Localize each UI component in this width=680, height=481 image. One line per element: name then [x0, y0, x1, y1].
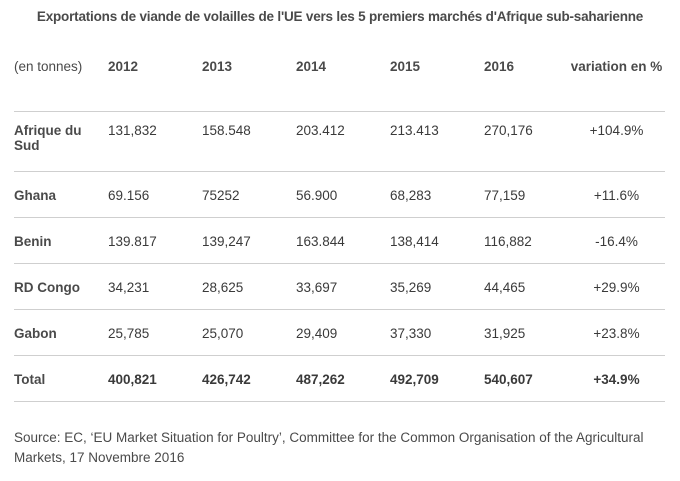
table-row: Afrique du Sud 131,832 158.548 203.412 2…: [14, 110, 665, 171]
cell-2012: 25,785: [108, 308, 202, 355]
cell-variation: +34.9%: [568, 354, 665, 402]
cell-2013: 75252: [202, 170, 296, 217]
cell-2013: 25,070: [202, 308, 296, 355]
cell-2012: 400,821: [108, 354, 202, 402]
total-row: Total 400,821 426,742 487,262 492,709 54…: [14, 354, 665, 402]
cell-2014: 203.412: [296, 110, 390, 171]
cell-variation: +104.9%: [568, 110, 665, 171]
cell-2015: 138,414: [390, 216, 484, 263]
cell-2014: 487,262: [296, 354, 390, 402]
cell-2013: 158.548: [202, 110, 296, 171]
row-label: Afrique du Sud: [14, 110, 108, 171]
cell-2016: 116,882: [484, 216, 568, 263]
cell-2014: 33,697: [296, 262, 390, 309]
cell-variation: +29.9%: [568, 262, 665, 309]
cell-2016: 77,159: [484, 170, 568, 217]
column-header-2016: 2016: [484, 59, 515, 74]
cell-2015: 492,709: [390, 354, 484, 402]
table-row: Benin 139.817 139,247 163.844 138,414 11…: [14, 216, 665, 263]
cell-variation: +11.6%: [568, 170, 665, 217]
column-header-2015: 2015: [390, 59, 421, 74]
cell-2014: 56.900: [296, 170, 390, 217]
column-header-2014: 2014: [296, 59, 327, 74]
cell-2014: 163.844: [296, 216, 390, 263]
table-row: Gabon 25,785 25,070 29,409 37,330 31,925…: [14, 308, 665, 355]
row-label: Gabon: [14, 308, 108, 355]
table-row: Ghana 69.156 75252 56.900 68,283 77,159 …: [14, 170, 665, 217]
cell-2016: 270,176: [484, 110, 568, 171]
cell-2012: 69.156: [108, 170, 202, 217]
row-label: Ghana: [14, 170, 108, 217]
cell-variation: +23.8%: [568, 308, 665, 355]
column-header-2012: 2012: [108, 59, 139, 74]
cell-2016: 44,465: [484, 262, 568, 309]
header-row: (en tonnes) 2012 2013 2014 2015 2016 var…: [14, 47, 665, 111]
column-header-unit: (en tonnes): [14, 59, 83, 74]
cell-2012: 139.817: [108, 216, 202, 263]
cell-2015: 213.413: [390, 110, 484, 171]
cell-2012: 34,231: [108, 262, 202, 309]
cell-2013: 139,247: [202, 216, 296, 263]
column-header-variation: variation en %: [570, 59, 663, 74]
exports-table: (en tonnes) 2012 2013 2014 2015 2016 var…: [14, 47, 665, 402]
cell-2015: 68,283: [390, 170, 484, 217]
cell-2016: 540,607: [484, 354, 568, 402]
source-note: Source: EC, ‘EU Market Situation for Pou…: [14, 430, 644, 465]
cell-2014: 29,409: [296, 308, 390, 355]
row-label: Total: [14, 354, 108, 402]
cell-2012: 131,832: [108, 110, 202, 171]
cell-variation: -16.4%: [568, 216, 665, 263]
cell-2013: 426,742: [202, 354, 296, 402]
row-label: Benin: [14, 216, 108, 263]
table-title: Exportations de viande de volailles de l…: [36, 9, 644, 24]
table-row: RD Congo 34,231 28,625 33,697 35,269 44,…: [14, 262, 665, 309]
column-header-2013: 2013: [202, 59, 233, 74]
cell-2015: 35,269: [390, 262, 484, 309]
cell-2015: 37,330: [390, 308, 484, 355]
row-label: RD Congo: [14, 262, 108, 309]
cell-2016: 31,925: [484, 308, 568, 355]
cell-2013: 28,625: [202, 262, 296, 309]
